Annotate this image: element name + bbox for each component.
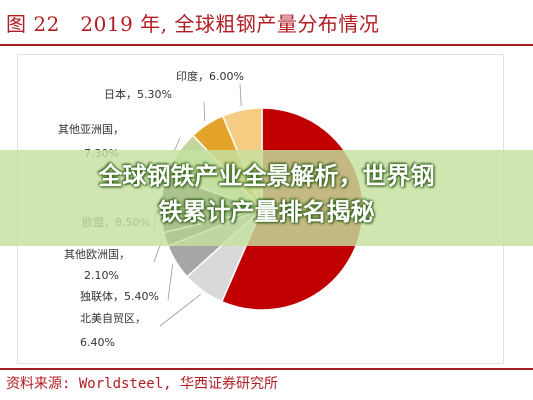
figure-caption: 2019 年, 全球粗钢产量分布情况 bbox=[80, 12, 380, 36]
pie-value-3: 2.10% bbox=[84, 269, 119, 282]
figure-number: 图 22 bbox=[6, 12, 60, 36]
pie-label-5: 其他亚洲国， bbox=[58, 123, 124, 136]
pie-leader-5 bbox=[173, 137, 181, 153]
footer-rule bbox=[0, 368, 533, 370]
pie-label-7: 印度，6.00% bbox=[176, 69, 244, 83]
figure-title: 图 22 2019 年, 全球粗钢产量分布情况 bbox=[6, 8, 379, 37]
pie-label-6: 日本，5.30% bbox=[104, 87, 172, 101]
banner-text: 全球钢铁产业全景解析，世界钢 铁累计产量排名揭秘 bbox=[14, 158, 519, 230]
banner-line-2: 铁累计产量排名揭秘 bbox=[158, 198, 375, 226]
pie-leader-6 bbox=[203, 101, 206, 122]
banner-line-1: 全球钢铁产业全景解析，世界钢 bbox=[98, 162, 435, 190]
pie-label-2: 独联体，5.40% bbox=[80, 289, 159, 303]
pie-label-3: 其他欧洲国， bbox=[64, 248, 130, 261]
pie-leader-1 bbox=[159, 293, 201, 327]
pie-leader-2 bbox=[167, 264, 174, 301]
figure-header: 图 22 2019 年, 全球粗钢产量分布情况 bbox=[0, 0, 533, 44]
source-note: 资料来源: Worldsteel, 华西证券研究所 bbox=[6, 376, 279, 392]
pie-leader-7 bbox=[239, 83, 242, 107]
pie-label-1: 北美自贸区， bbox=[80, 312, 146, 325]
pie-value-1: 6.40% bbox=[80, 336, 115, 349]
title-banner: 全球钢铁产业全景解析，世界钢 铁累计产量排名揭秘 bbox=[0, 150, 533, 246]
header-rule bbox=[0, 44, 533, 46]
